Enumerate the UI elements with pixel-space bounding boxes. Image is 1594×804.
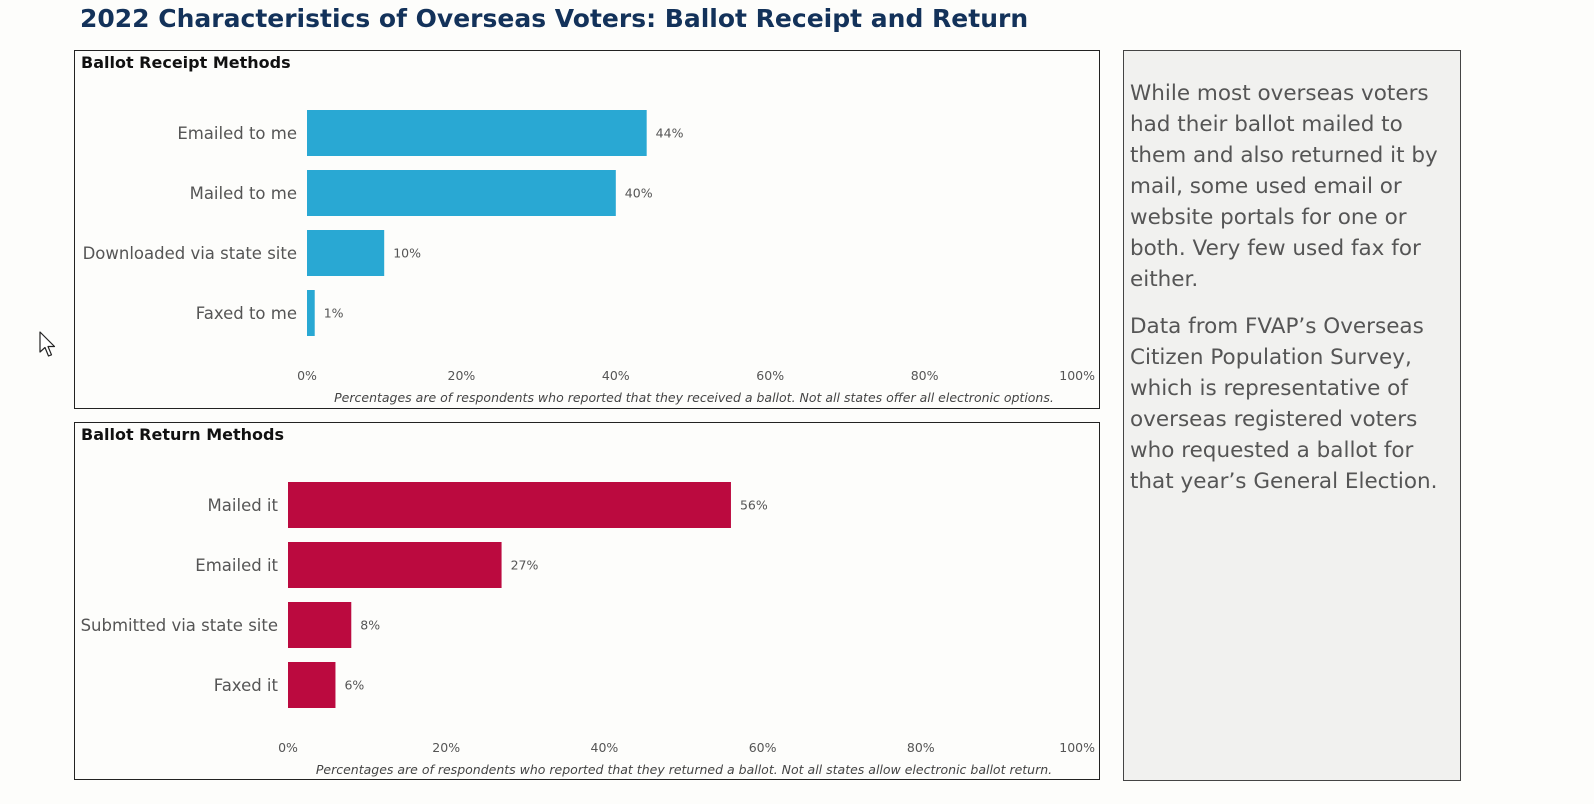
category-label: Mailed it: [208, 496, 279, 515]
data-label: 6%: [344, 678, 364, 693]
data-label: 10%: [393, 246, 421, 261]
bar: [288, 602, 352, 648]
category-label: Emailed it: [195, 556, 278, 575]
chart-footnote: Percentages are of respondents who repor…: [334, 390, 1054, 405]
x-tick-label: 80%: [911, 368, 939, 383]
category-label: Faxed to me: [196, 304, 297, 323]
x-tick-label: 60%: [756, 368, 784, 383]
summary-note-box: While most overseas voters had their bal…: [1123, 50, 1461, 781]
x-tick-label: 0%: [297, 368, 317, 383]
receipt-chart-panel: Ballot Receipt Methods Emailed to me 44% M…: [74, 50, 1100, 409]
return-chart-panel: Ballot Return Methods Mailed it 56% Emaile…: [74, 422, 1100, 780]
category-label: Faxed it: [214, 676, 279, 695]
x-tick-label: 40%: [591, 740, 619, 755]
x-tick-label: 40%: [602, 368, 630, 383]
bar: [307, 110, 647, 156]
receipt-chart: Emailed to me 44% Mailed to me 40% Downloade…: [83, 110, 1095, 405]
receipt-chart-title: Ballot Receipt Methods: [81, 53, 291, 72]
chart-footnote: Percentages are of respondents who repor…: [316, 762, 1052, 777]
data-label: 56%: [740, 498, 768, 513]
summary-note-paragraph: While most overseas voters had their bal…: [1130, 81, 1438, 292]
category-label: Downloaded via state site: [83, 244, 297, 263]
data-label: 44%: [656, 126, 684, 141]
x-tick-label: 80%: [907, 740, 935, 755]
return-chart-title: Ballot Return Methods: [81, 425, 285, 444]
x-tick-label: 0%: [278, 740, 298, 755]
data-label: 40%: [625, 186, 653, 201]
bar: [307, 290, 315, 336]
category-label: Submitted via state site: [81, 616, 278, 635]
data-label: 27%: [511, 558, 539, 573]
data-label: 8%: [360, 618, 380, 633]
category-label: Emailed to me: [177, 124, 297, 143]
x-tick-label: 100%: [1059, 368, 1095, 383]
bar: [288, 542, 502, 588]
data-label: 1%: [324, 306, 344, 321]
x-tick-label: 100%: [1059, 740, 1095, 755]
x-tick-label: 20%: [432, 740, 460, 755]
return-chart: Mailed it 56% Emailed it 27% Submitted via s…: [81, 482, 1095, 777]
bar: [288, 662, 336, 708]
page-title: 2022 Characteristics of Overseas Voters:…: [80, 4, 1029, 33]
bar: [288, 482, 731, 528]
bar: [307, 170, 616, 216]
mouse-pointer-icon: [39, 331, 56, 357]
category-label: Mailed to me: [190, 184, 297, 203]
bar: [307, 230, 385, 276]
x-tick-label: 60%: [749, 740, 777, 755]
source-note-paragraph: Data from FVAP’s Overseas Citizen Popula…: [1130, 314, 1438, 494]
x-tick-label: 20%: [448, 368, 476, 383]
